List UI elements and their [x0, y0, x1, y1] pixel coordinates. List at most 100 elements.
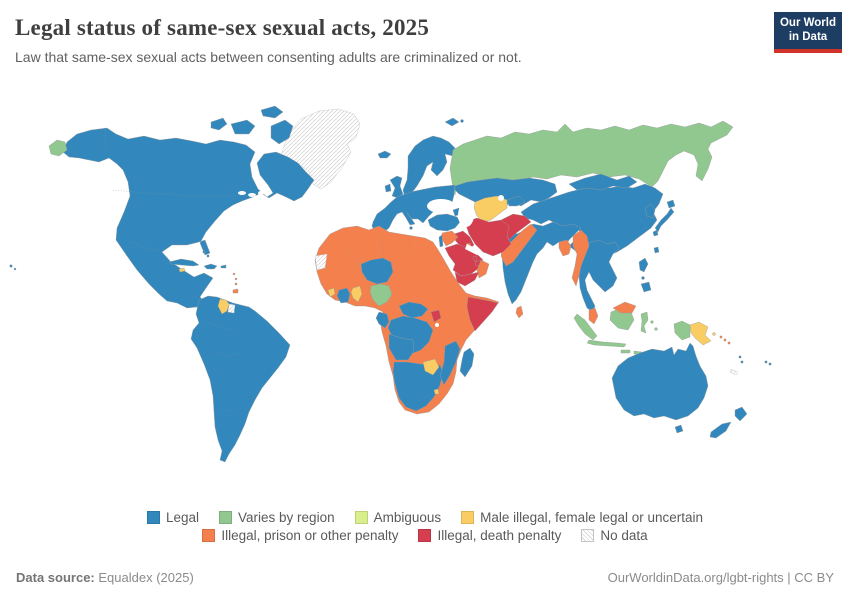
region-uganda[interactable]	[430, 309, 442, 323]
region-zimbabwe[interactable]	[422, 358, 440, 376]
legend-row-1: Legal Varies by region Ambiguous Male il…	[146, 510, 703, 525]
region-chukotka-russia[interactable]	[48, 139, 68, 157]
region-united-kingdom[interactable]	[389, 175, 404, 199]
legend-item-male-illegal[interactable]: Male illegal, female legal or uncertain	[461, 510, 703, 525]
legend-item-illegal-death[interactable]: Illegal, death penalty	[418, 528, 561, 543]
region-sierra-leone[interactable]	[327, 287, 336, 298]
region-new-zealand[interactable]	[709, 406, 748, 439]
region-indochina[interactable]	[578, 239, 620, 313]
region-oman[interactable]	[476, 259, 490, 279]
region-qatar[interactable]	[472, 255, 478, 262]
country-borders	[104, 129, 410, 413]
region-lesser-antilles[interactable]	[232, 272, 238, 286]
region-malaysia-peninsula[interactable]	[588, 307, 599, 325]
region-mozambique[interactable]	[439, 340, 461, 386]
region-sicily[interactable]	[409, 226, 413, 230]
region-europe-mainland[interactable]	[371, 184, 456, 235]
legend-item-legal[interactable]: Legal	[146, 510, 200, 525]
region-sri-lanka[interactable]	[515, 305, 524, 319]
region-niger[interactable]	[360, 257, 394, 285]
region-fiji[interactable]	[764, 360, 772, 366]
legend-swatch-no-data	[581, 529, 595, 542]
owid-logo[interactable]: Our World in Data	[774, 12, 842, 53]
legend-label: Legal	[165, 510, 200, 525]
region-philippines[interactable]	[638, 257, 652, 293]
region-papua-new-guinea[interactable]	[689, 321, 716, 346]
region-south-america[interactable]	[190, 295, 291, 463]
region-puerto-rico[interactable]	[220, 264, 227, 269]
region-ellesmere-island[interactable]	[260, 105, 284, 119]
legend-swatch-varies-by-region	[219, 511, 233, 524]
region-svalbard[interactable]	[444, 117, 464, 127]
region-nigeria[interactable]	[369, 283, 393, 307]
chart-title: Legal status of same-sex sexual acts, 20…	[15, 15, 430, 40]
world-map	[9, 94, 841, 500]
legend-item-no-data[interactable]: No data	[581, 528, 648, 543]
region-korea[interactable]	[644, 203, 656, 219]
region-israel-lebanon[interactable]	[438, 234, 444, 248]
data-source: Data source: Equaldex (2025)	[16, 570, 194, 585]
region-tasmania[interactable]	[674, 424, 684, 434]
owid-logo-text: Our World in Data	[774, 12, 842, 49]
region-iceland[interactable]	[377, 150, 392, 159]
great-lakes	[248, 193, 256, 197]
owid-logo-red-bar	[774, 49, 842, 53]
region-central-african-republic[interactable]	[398, 301, 429, 319]
license-link[interactable]: OurWorldinData.org/lgbt-rights | CC BY	[607, 570, 834, 585]
legend-item-ambiguous[interactable]: Ambiguous	[354, 510, 442, 525]
legend-swatch-illegal-prison	[202, 529, 216, 542]
region-western-sahara[interactable]	[314, 253, 328, 271]
region-indonesia[interactable]	[573, 307, 691, 356]
legend-swatch-illegal-death	[418, 529, 432, 542]
region-uzbekistan-turkmenistan[interactable]	[473, 195, 508, 223]
region-hawaii[interactable]	[9, 264, 17, 271]
region-baffin-island[interactable]	[270, 119, 294, 145]
legend-label: Illegal, prison or other penalty	[221, 528, 399, 543]
caspian-sea	[458, 203, 474, 227]
region-greenland[interactable]	[280, 108, 361, 190]
region-ghana[interactable]	[350, 285, 363, 303]
chart-footer: Data source: Equaldex (2025) OurWorldinD…	[16, 570, 834, 585]
region-japan[interactable]	[652, 199, 676, 237]
region-bahamas[interactable]	[202, 250, 210, 258]
region-victoria-island[interactable]	[230, 119, 256, 135]
region-bangladesh[interactable]	[558, 239, 572, 257]
lake-victoria	[435, 323, 439, 327]
region-australia[interactable]	[611, 342, 709, 421]
region-vanuatu[interactable]	[738, 355, 744, 364]
region-guyana[interactable]	[217, 298, 230, 315]
region-cuba[interactable]	[168, 258, 200, 267]
region-syria-jordan[interactable]	[441, 230, 459, 247]
legend-row-2: Illegal, prison or other penalty Illegal…	[202, 528, 648, 543]
region-malaysia-borneo[interactable]	[612, 301, 637, 314]
region-cote-divoire[interactable]	[336, 287, 351, 304]
region-trinidad-and-tobago[interactable]	[232, 288, 239, 294]
region-solomon-islands[interactable]	[719, 335, 731, 345]
region-taiwan[interactable]	[653, 246, 660, 254]
region-gabon-congo[interactable]	[375, 311, 390, 329]
region-angola[interactable]	[388, 333, 415, 361]
region-banks-island[interactable]	[210, 117, 228, 131]
legend-label: No data	[600, 528, 648, 543]
region-new-caledonia[interactable]	[729, 368, 739, 376]
region-jamaica[interactable]	[178, 267, 186, 273]
legend-label: Ambiguous	[373, 510, 442, 525]
legend-item-varies-by-region[interactable]: Varies by region	[219, 510, 335, 525]
region-eswatini[interactable]	[433, 388, 440, 395]
data-source-label: Data source:	[16, 570, 95, 585]
legend-item-illegal-prison[interactable]: Illegal, prison or other penalty	[202, 528, 398, 543]
region-hispaniola[interactable]	[203, 263, 218, 270]
region-mongolia[interactable]	[568, 173, 638, 191]
region-kyrgyzstan-tajikistan[interactable]	[506, 195, 526, 207]
persian-gulf	[465, 244, 479, 255]
region-madagascar[interactable]	[459, 347, 475, 378]
region-myanmar[interactable]	[571, 229, 590, 287]
region-iran[interactable]	[464, 217, 512, 257]
region-suriname[interactable]	[227, 303, 236, 314]
region-ireland[interactable]	[384, 183, 392, 193]
region-north-america[interactable]	[62, 127, 315, 315]
region-pakistan[interactable]	[500, 223, 538, 267]
region-somalia[interactable]	[466, 296, 499, 332]
region-turkey[interactable]	[427, 213, 461, 232]
